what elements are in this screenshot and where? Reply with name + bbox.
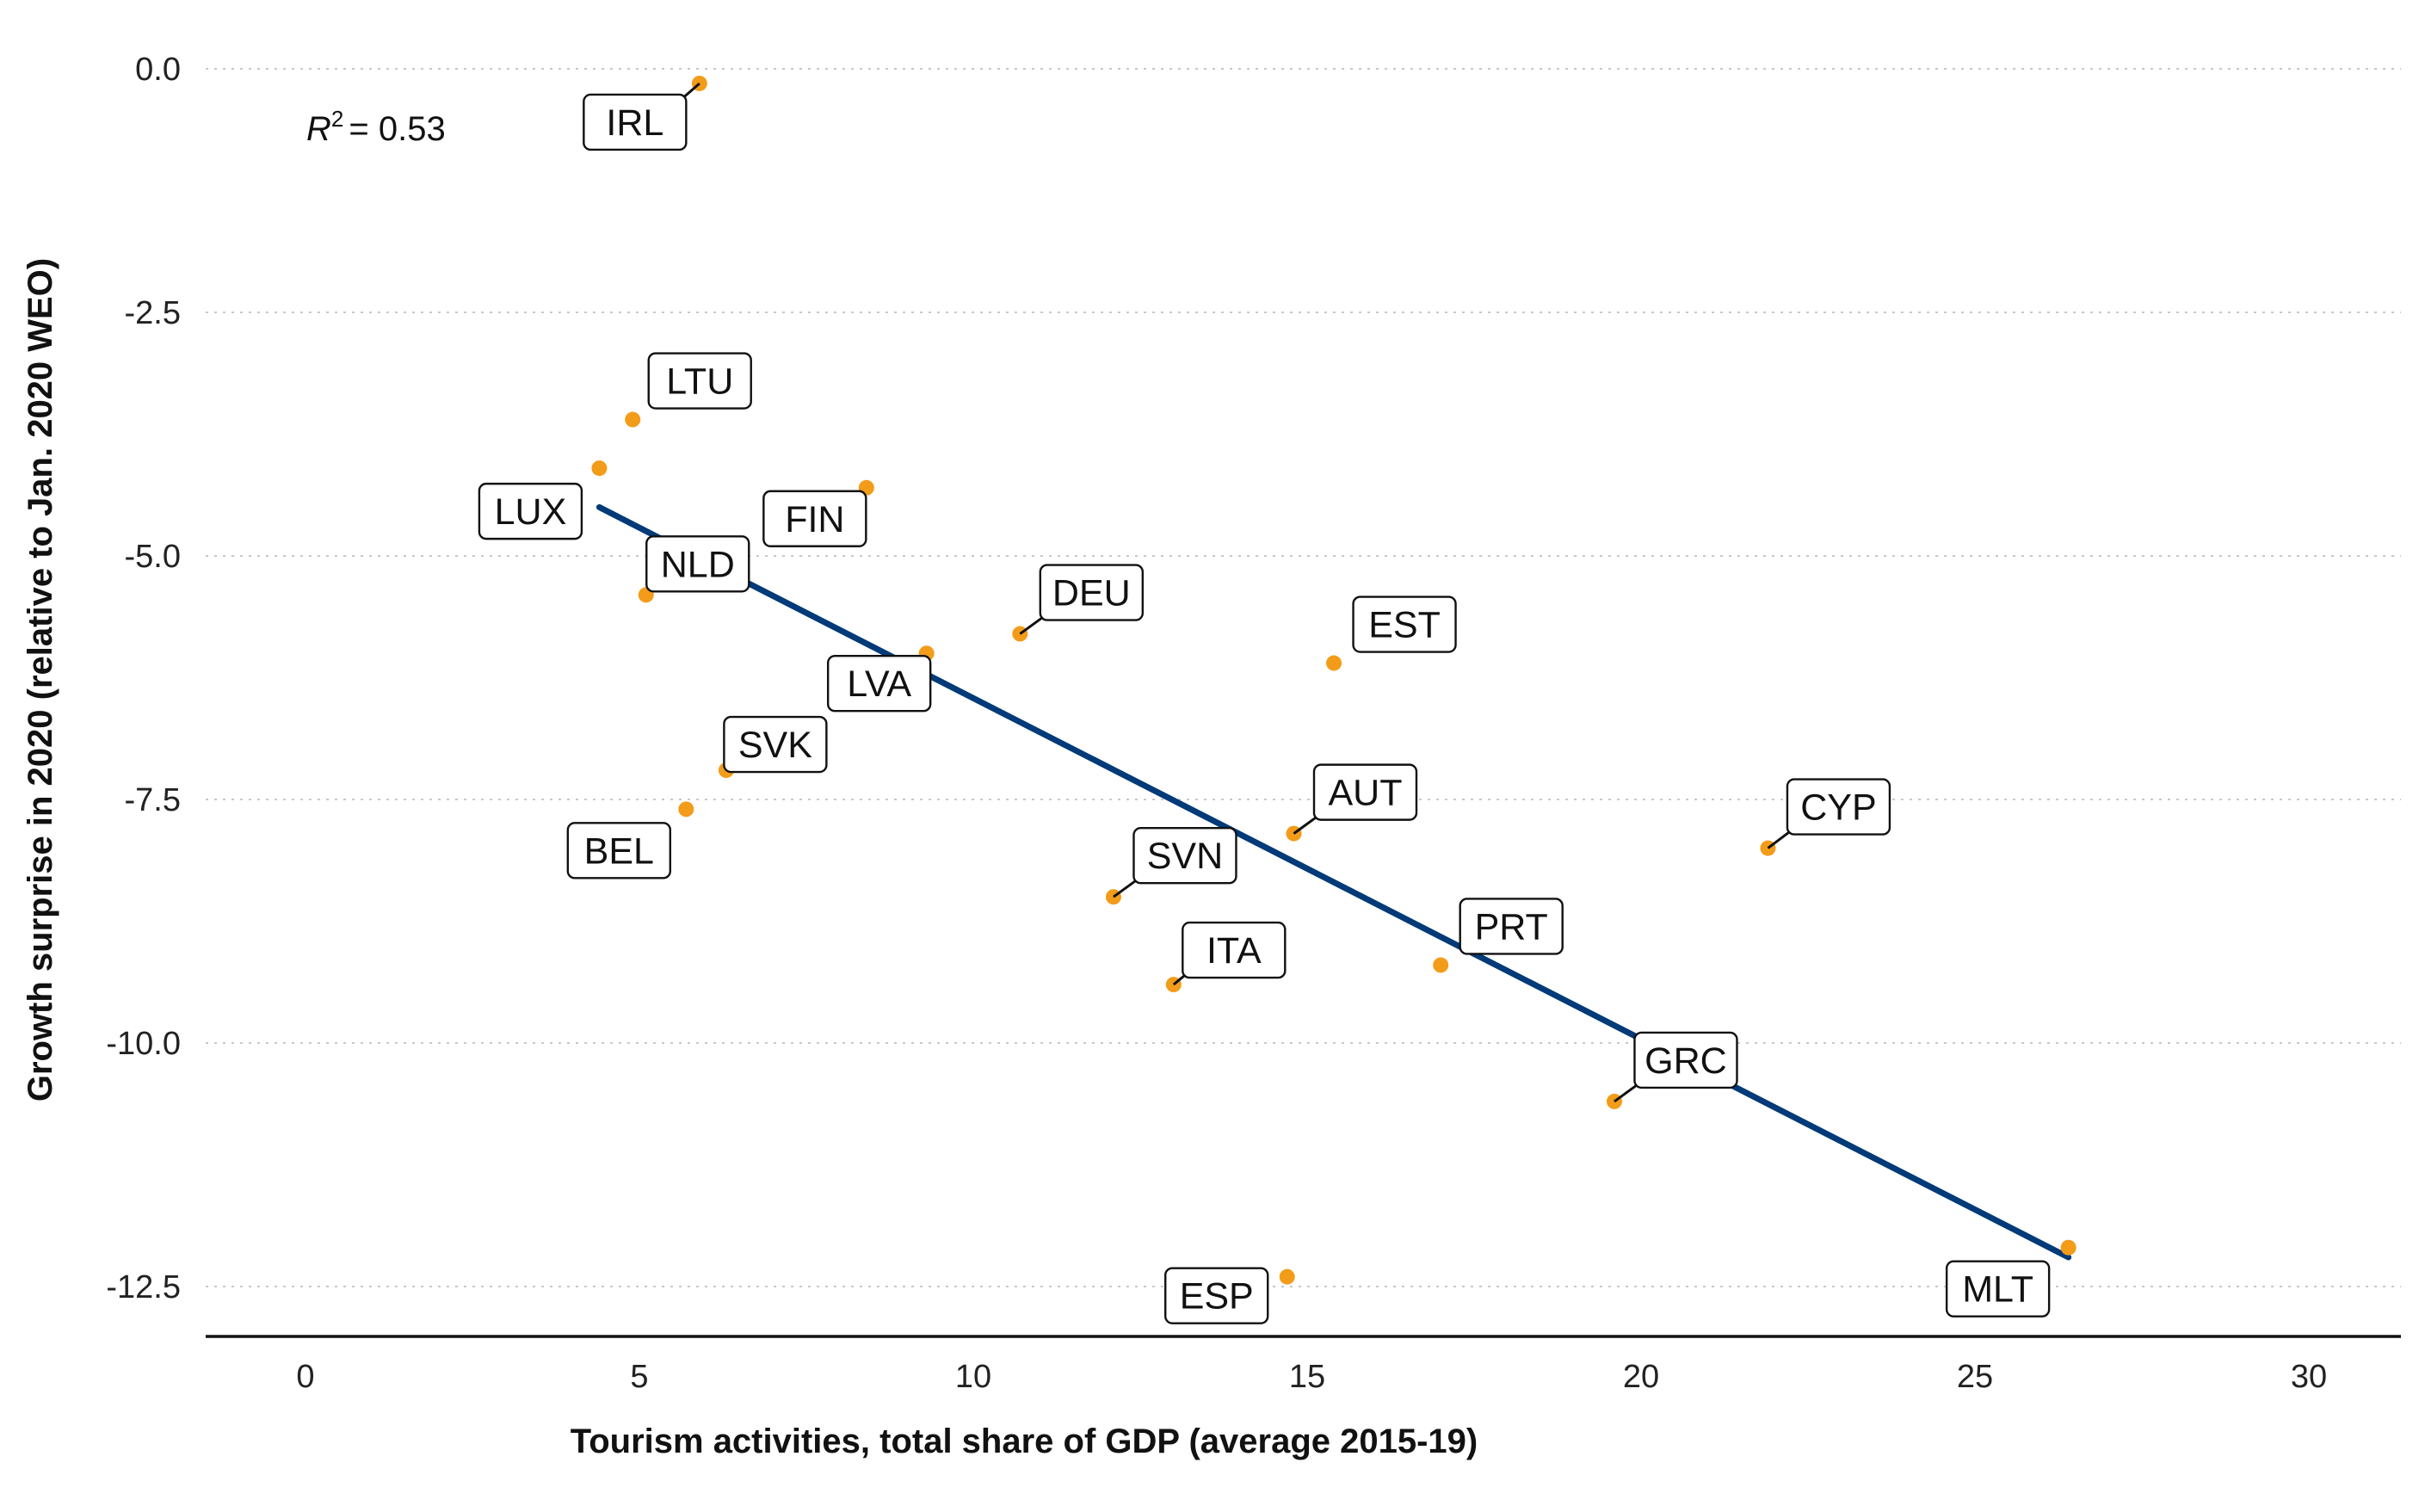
point-label-ltu: LTU	[647, 352, 752, 410]
r-squared-exponent: 2	[331, 106, 343, 132]
point-label-box	[1352, 596, 1457, 653]
point-label-svk: SVK	[723, 715, 828, 774]
point-label-text: ESP	[1180, 1276, 1254, 1318]
point-label-svn: SVN	[1132, 827, 1237, 885]
point-label-lva: LVA	[826, 655, 932, 713]
regression-line	[595, 503, 2072, 1261]
y-tick-label: -7.5	[125, 782, 181, 818]
gridlines	[206, 68, 2401, 1287]
y-axis-title: Growth surprise in 2020 (relative to Jan…	[22, 258, 59, 1102]
point-label-deu: DEU	[1039, 564, 1145, 621]
point-label-irl: IRL	[583, 93, 688, 151]
point-label-box	[645, 535, 750, 593]
point-label-bel: BEL	[566, 822, 672, 879]
y-tick-label: 0.0	[135, 52, 181, 88]
point-label-box	[1459, 898, 1564, 955]
x-tick-label: 0	[296, 1359, 314, 1395]
label-leader-line	[1614, 1083, 1639, 1103]
point-label-text: SVN	[1147, 836, 1223, 877]
point-label-box	[478, 482, 583, 540]
point-label-mlt: MLT	[1945, 1260, 2051, 1318]
x-tick-label: 20	[1623, 1359, 1659, 1395]
r-squared-value: = 0.53	[349, 110, 445, 148]
data-point-bel	[678, 801, 694, 818]
point-label-box	[723, 715, 828, 774]
point-label-box	[1039, 564, 1145, 621]
label-leader-line	[1767, 830, 1792, 849]
point-label-box	[1633, 1031, 1738, 1089]
point-label-text: CYP	[1800, 787, 1876, 829]
point-label-box	[1945, 1260, 2051, 1318]
point-label-grc: GRC	[1633, 1031, 1738, 1089]
point-label-aut: AUT	[1312, 763, 1418, 821]
point-label-text: IRL	[606, 102, 663, 144]
point-label-box	[566, 822, 672, 879]
label-leader-line	[1019, 615, 1045, 635]
point-label-text: LUX	[495, 491, 567, 533]
point-label-lux: LUX	[478, 482, 583, 540]
point-label-text: NLD	[661, 544, 735, 585]
r-squared-letter: R	[306, 110, 331, 148]
x-tick-label: 10	[955, 1359, 991, 1395]
data-point-mlt	[2060, 1239, 2077, 1256]
point-label-text: GRC	[1645, 1040, 1727, 1082]
data-point-esp	[1279, 1268, 1295, 1285]
point-label-text: PRT	[1475, 906, 1548, 947]
point-label-box	[647, 352, 752, 410]
point-label-box	[1132, 827, 1237, 885]
point-labels: IRL LTU LUX FIN NLD DEU LVA EST SVK BEL AUT CYP SVN P…	[478, 82, 2051, 1324]
x-axis-title: Tourism activities, total share of GDP (…	[571, 1423, 1478, 1460]
data-point-lux	[591, 460, 608, 477]
point-label-est: EST	[1352, 596, 1457, 653]
x-tick-labels: 0 5 10 15 20 25 30	[296, 1359, 2327, 1395]
point-label-box	[826, 655, 932, 713]
x-tick-label: 15	[1289, 1359, 1325, 1395]
x-tick-label: 30	[2291, 1359, 2327, 1395]
point-label-box	[583, 93, 688, 151]
y-tick-label: -12.5	[106, 1269, 181, 1305]
point-label-text: AUT	[1328, 773, 1402, 814]
point-label-text: ITA	[1206, 930, 1262, 972]
point-label-esp: ESP	[1164, 1267, 1269, 1324]
point-label-cyp: CYP	[1786, 778, 1891, 836]
label-leader-line	[1293, 815, 1318, 835]
r-squared-annotation: R2 = 0.53	[306, 106, 446, 148]
point-label-prt: PRT	[1459, 898, 1564, 955]
y-tick-labels: 0.0 -2.5 -5.0 -7.5 -10.0 -12.5	[106, 52, 181, 1305]
point-label-box	[1164, 1267, 1269, 1324]
point-label-box	[1312, 763, 1418, 821]
point-label-text: BEL	[584, 830, 654, 872]
point-label-fin: FIN	[762, 490, 867, 547]
data-point-prt	[1433, 957, 1449, 973]
label-leader-line	[682, 82, 700, 100]
point-label-text: DEU	[1052, 573, 1131, 614]
point-label-box	[1786, 778, 1891, 836]
data-point-est	[1326, 655, 1342, 671]
y-tick-label: -5.0	[125, 539, 181, 575]
point-label-text: LTU	[666, 361, 733, 403]
point-label-box	[762, 490, 867, 547]
point-label-ita: ITA	[1182, 921, 1287, 979]
point-label-text: LVA	[847, 663, 911, 705]
point-label-text: MLT	[1962, 1269, 2033, 1311]
point-label-text: FIN	[785, 499, 844, 540]
data-point-ltu	[625, 411, 641, 428]
x-tick-label: 5	[630, 1359, 648, 1395]
point-label-text: SVK	[738, 725, 812, 766]
point-label-text: EST	[1368, 605, 1441, 646]
point-label-box	[1182, 921, 1287, 979]
y-tick-label: -10.0	[106, 1026, 181, 1062]
label-leader-line	[1113, 878, 1139, 898]
y-tick-label: -2.5	[125, 295, 181, 331]
x-tick-label: 25	[1957, 1359, 1993, 1395]
point-label-nld: NLD	[645, 535, 750, 593]
data-points	[591, 75, 2077, 1285]
